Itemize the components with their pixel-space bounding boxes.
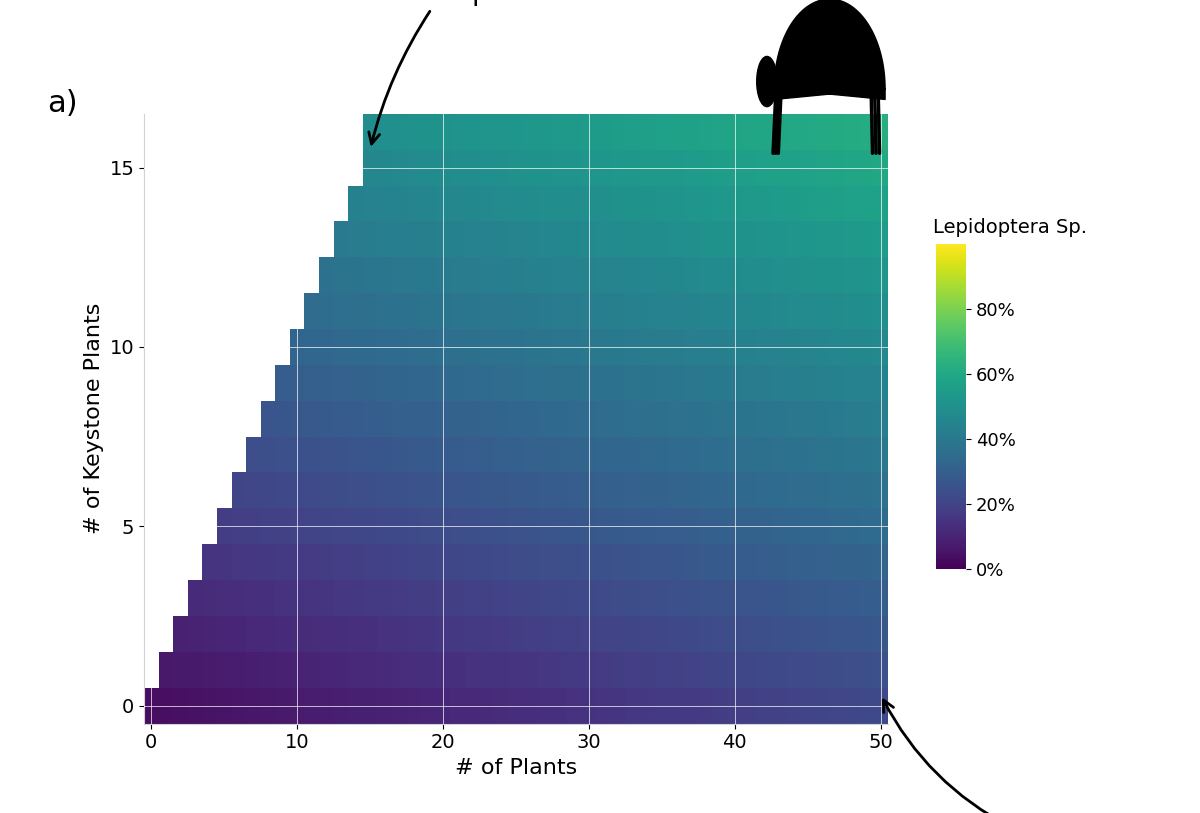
Text: Lepidoptera Sp.: Lepidoptera Sp. bbox=[934, 218, 1087, 237]
Text: a): a) bbox=[47, 89, 78, 119]
Text: 49% sp.: 49% sp. bbox=[368, 0, 499, 144]
Circle shape bbox=[757, 56, 778, 107]
X-axis label: # of Plants: # of Plants bbox=[455, 758, 577, 778]
Y-axis label: # of Keystone Plants: # of Keystone Plants bbox=[84, 303, 104, 534]
Polygon shape bbox=[774, 0, 886, 99]
Text: 22% sp.: 22% sp. bbox=[883, 700, 1109, 813]
